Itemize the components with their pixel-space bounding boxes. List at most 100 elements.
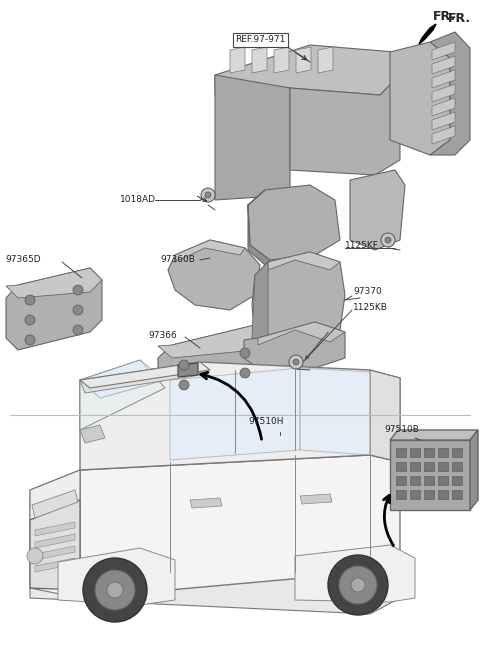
Polygon shape: [295, 545, 415, 602]
Text: 97366: 97366: [148, 331, 177, 340]
Polygon shape: [452, 462, 462, 471]
Polygon shape: [370, 370, 400, 462]
Polygon shape: [424, 462, 434, 471]
Polygon shape: [80, 362, 400, 470]
Polygon shape: [410, 476, 420, 485]
Polygon shape: [30, 470, 80, 598]
Text: 97510H: 97510H: [248, 417, 284, 426]
Polygon shape: [390, 42, 450, 155]
Polygon shape: [246, 441, 322, 457]
Polygon shape: [419, 24, 436, 44]
Polygon shape: [410, 490, 420, 499]
Text: 97510B: 97510B: [384, 426, 419, 434]
Polygon shape: [438, 448, 448, 457]
Polygon shape: [410, 462, 420, 471]
Polygon shape: [452, 476, 462, 485]
Text: 1018AD: 1018AD: [120, 195, 156, 205]
Circle shape: [73, 305, 83, 315]
Polygon shape: [178, 363, 198, 377]
Polygon shape: [396, 490, 406, 499]
Polygon shape: [80, 455, 400, 598]
Polygon shape: [244, 322, 345, 368]
Polygon shape: [252, 262, 268, 350]
Text: 97370: 97370: [353, 287, 382, 297]
Polygon shape: [438, 490, 448, 499]
Circle shape: [179, 360, 189, 370]
Text: 1125KB: 1125KB: [353, 304, 388, 312]
Polygon shape: [432, 42, 455, 60]
Circle shape: [73, 285, 83, 295]
Polygon shape: [318, 47, 333, 73]
Polygon shape: [396, 476, 406, 485]
Polygon shape: [274, 47, 289, 73]
Polygon shape: [268, 252, 340, 270]
Text: FR.: FR.: [433, 9, 456, 22]
Polygon shape: [158, 325, 270, 408]
Polygon shape: [432, 112, 455, 130]
Polygon shape: [215, 45, 400, 95]
Polygon shape: [432, 98, 455, 116]
Polygon shape: [248, 185, 340, 260]
Circle shape: [107, 582, 123, 598]
Polygon shape: [438, 476, 448, 485]
Polygon shape: [35, 522, 75, 536]
Circle shape: [351, 578, 365, 592]
Text: REF.97-971: REF.97-971: [235, 35, 286, 45]
Polygon shape: [252, 252, 345, 350]
Polygon shape: [296, 47, 311, 73]
Polygon shape: [246, 461, 322, 481]
Polygon shape: [438, 462, 448, 471]
Circle shape: [25, 295, 35, 305]
Polygon shape: [410, 448, 420, 457]
Polygon shape: [158, 325, 270, 358]
Polygon shape: [30, 500, 80, 590]
Circle shape: [381, 233, 395, 247]
Polygon shape: [432, 84, 455, 102]
Circle shape: [293, 359, 299, 365]
Polygon shape: [6, 268, 102, 298]
Polygon shape: [396, 448, 406, 457]
Polygon shape: [424, 490, 434, 499]
Polygon shape: [190, 498, 222, 508]
Text: 1125KF: 1125KF: [345, 241, 379, 249]
Polygon shape: [80, 360, 165, 398]
Polygon shape: [252, 47, 267, 73]
Circle shape: [240, 368, 250, 378]
Circle shape: [27, 548, 43, 564]
Polygon shape: [6, 268, 102, 350]
Polygon shape: [170, 368, 300, 460]
Polygon shape: [350, 170, 405, 250]
Circle shape: [95, 570, 135, 610]
Polygon shape: [215, 75, 290, 200]
Circle shape: [289, 355, 303, 369]
Polygon shape: [452, 448, 462, 457]
Circle shape: [339, 566, 377, 604]
Text: 97365D: 97365D: [5, 255, 41, 264]
Circle shape: [73, 325, 83, 335]
Circle shape: [385, 237, 391, 243]
Polygon shape: [390, 440, 470, 510]
Polygon shape: [424, 448, 434, 457]
Polygon shape: [396, 462, 406, 471]
Polygon shape: [230, 47, 245, 73]
Polygon shape: [432, 126, 455, 144]
Polygon shape: [424, 476, 434, 485]
Polygon shape: [80, 425, 105, 443]
Polygon shape: [30, 470, 80, 520]
Polygon shape: [30, 572, 400, 614]
Polygon shape: [80, 362, 200, 393]
Circle shape: [328, 555, 388, 615]
Circle shape: [201, 188, 215, 202]
Circle shape: [205, 192, 211, 198]
Polygon shape: [390, 430, 478, 440]
Polygon shape: [175, 240, 245, 262]
Polygon shape: [470, 430, 478, 510]
Polygon shape: [258, 322, 345, 345]
Polygon shape: [452, 490, 462, 499]
Polygon shape: [300, 368, 370, 455]
Text: FR.: FR.: [448, 12, 471, 24]
Circle shape: [83, 558, 147, 622]
Polygon shape: [240, 427, 336, 435]
Circle shape: [25, 335, 35, 345]
Polygon shape: [248, 190, 270, 265]
